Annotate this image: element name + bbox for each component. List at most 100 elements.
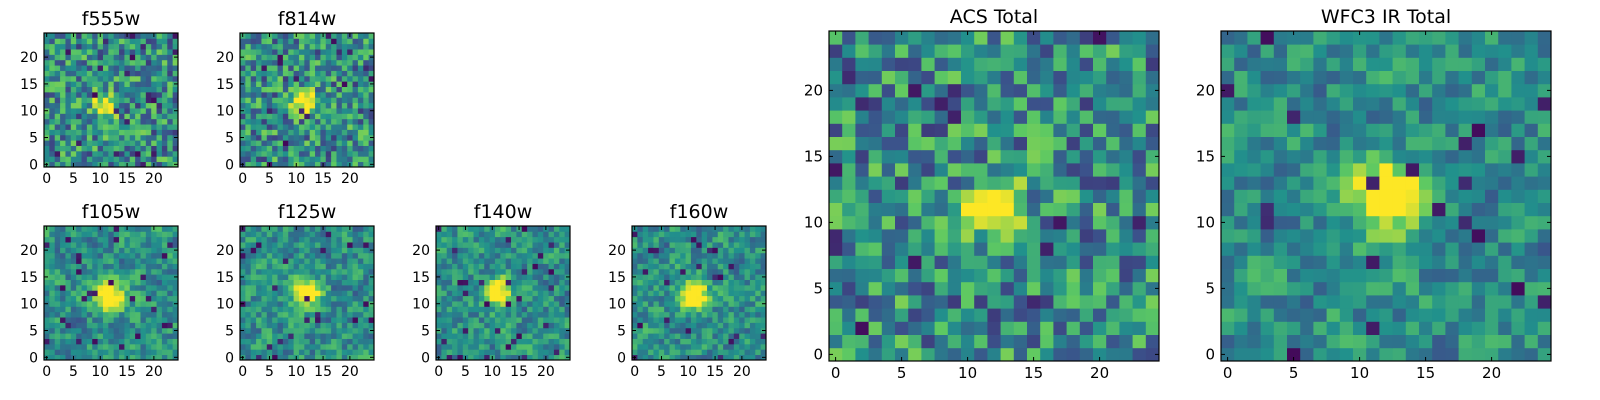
heatmap-cell xyxy=(108,333,115,339)
heatmap-cell xyxy=(161,118,168,125)
heatmap-cell xyxy=(135,38,141,45)
heatmap-cell xyxy=(277,327,284,334)
heatmap-cell xyxy=(1066,83,1081,98)
heatmap-cell xyxy=(81,118,88,125)
heatmap-cell xyxy=(240,268,246,275)
heatmap-cell xyxy=(1313,189,1327,203)
heatmap-cell xyxy=(961,255,975,269)
heatmap-cell xyxy=(76,327,82,334)
heatmap-cell xyxy=(156,279,163,286)
heatmap-cell xyxy=(102,258,109,264)
heatmap-cell xyxy=(161,33,168,39)
heatmap-cell xyxy=(1132,308,1147,322)
heatmap-cell xyxy=(320,333,327,339)
heatmap-cell xyxy=(156,118,163,125)
heatmap-cell xyxy=(1366,163,1380,177)
heatmap-cell xyxy=(161,333,168,339)
heatmap-cell xyxy=(97,75,104,82)
heatmap-cell xyxy=(511,247,517,254)
heatmap-cell xyxy=(76,258,82,264)
heatmap-cell xyxy=(172,343,179,350)
heatmap-cell xyxy=(320,97,327,104)
heatmap-cell xyxy=(363,129,370,136)
heatmap-cell xyxy=(97,145,104,152)
heatmap-cell xyxy=(277,156,284,163)
heatmap-cell xyxy=(500,236,507,243)
heatmap-cell xyxy=(537,306,544,313)
heatmap-cell xyxy=(140,252,147,259)
heatmap-cell xyxy=(325,150,332,157)
heatmap-cell xyxy=(363,156,370,163)
heatmap-cell xyxy=(124,242,131,248)
heatmap-cell xyxy=(119,49,125,55)
heatmap-cell xyxy=(65,354,72,361)
heatmap-cell xyxy=(129,145,136,152)
heatmap-cell xyxy=(680,327,686,334)
heatmap-cell xyxy=(266,118,273,125)
heatmap-cell xyxy=(478,290,485,297)
heatmap-cells xyxy=(632,226,767,361)
heatmap-cell xyxy=(54,226,61,232)
heatmap-cell xyxy=(648,327,654,334)
heatmap-cell xyxy=(696,317,703,323)
heatmap-cell xyxy=(712,317,719,323)
heatmap-cell xyxy=(119,108,125,114)
heatmap-cell xyxy=(548,349,555,356)
heatmap-cell xyxy=(352,301,359,307)
heatmap-cell xyxy=(272,242,278,248)
heatmap-cell xyxy=(473,236,480,243)
heatmap-cell xyxy=(76,129,82,136)
heatmap-cell xyxy=(717,290,724,297)
heatmap-cell xyxy=(1027,57,1041,71)
heatmap-cell xyxy=(240,322,246,329)
heatmap-cell xyxy=(1537,215,1552,230)
heatmap-cell xyxy=(54,284,61,291)
heatmap-cell xyxy=(86,70,93,77)
heatmap-cell xyxy=(60,263,66,270)
heatmap-cell xyxy=(548,343,555,350)
heatmap-cell xyxy=(44,140,50,146)
heatmap-cell xyxy=(489,333,496,339)
heatmap-cell xyxy=(92,113,98,120)
heatmap-cells xyxy=(240,33,375,168)
heatmap-cell xyxy=(1485,202,1499,217)
heatmap-cell xyxy=(325,226,332,232)
heatmap-cell xyxy=(92,59,98,66)
heatmap-cell xyxy=(1524,202,1539,217)
heatmap-cell xyxy=(172,338,179,345)
heatmap-cell xyxy=(484,311,490,318)
heatmap-cell xyxy=(632,279,638,286)
heatmap-cell xyxy=(352,343,359,350)
heatmap-cell xyxy=(167,33,174,39)
heatmap-cell xyxy=(156,129,163,136)
heatmap-cell xyxy=(315,140,321,146)
heatmap-cell xyxy=(987,57,1001,71)
heatmap-cell xyxy=(881,295,896,309)
heatmap-cell xyxy=(755,354,762,361)
heatmap-cell xyxy=(347,102,353,109)
heatmap-cell xyxy=(60,338,66,345)
heatmap-cell xyxy=(135,268,141,275)
heatmap-cell xyxy=(1392,242,1407,256)
heatmap-cell xyxy=(304,252,311,259)
heatmap-cell xyxy=(341,247,348,254)
heatmap-cell xyxy=(1287,308,1301,322)
heatmap-cell xyxy=(108,49,115,55)
heatmap-cell xyxy=(256,70,262,77)
heatmap-cell xyxy=(559,317,566,323)
heatmap-cell xyxy=(81,161,88,168)
heatmap-cell xyxy=(261,317,268,323)
heatmap-cell xyxy=(1000,189,1015,203)
heatmap-cell xyxy=(446,327,453,334)
heatmap-cell xyxy=(102,343,109,350)
heatmap-cell xyxy=(739,349,745,356)
heatmap-cell xyxy=(728,231,735,238)
heatmap-cell xyxy=(1326,321,1341,335)
heatmap-cell xyxy=(842,295,856,309)
heatmap-cell xyxy=(266,70,273,77)
heatmap-cell xyxy=(961,123,975,137)
heatmap-cell xyxy=(446,317,453,323)
heatmap-cell xyxy=(135,91,141,98)
heatmap-cell xyxy=(70,333,77,339)
heatmap-cell xyxy=(92,145,98,152)
